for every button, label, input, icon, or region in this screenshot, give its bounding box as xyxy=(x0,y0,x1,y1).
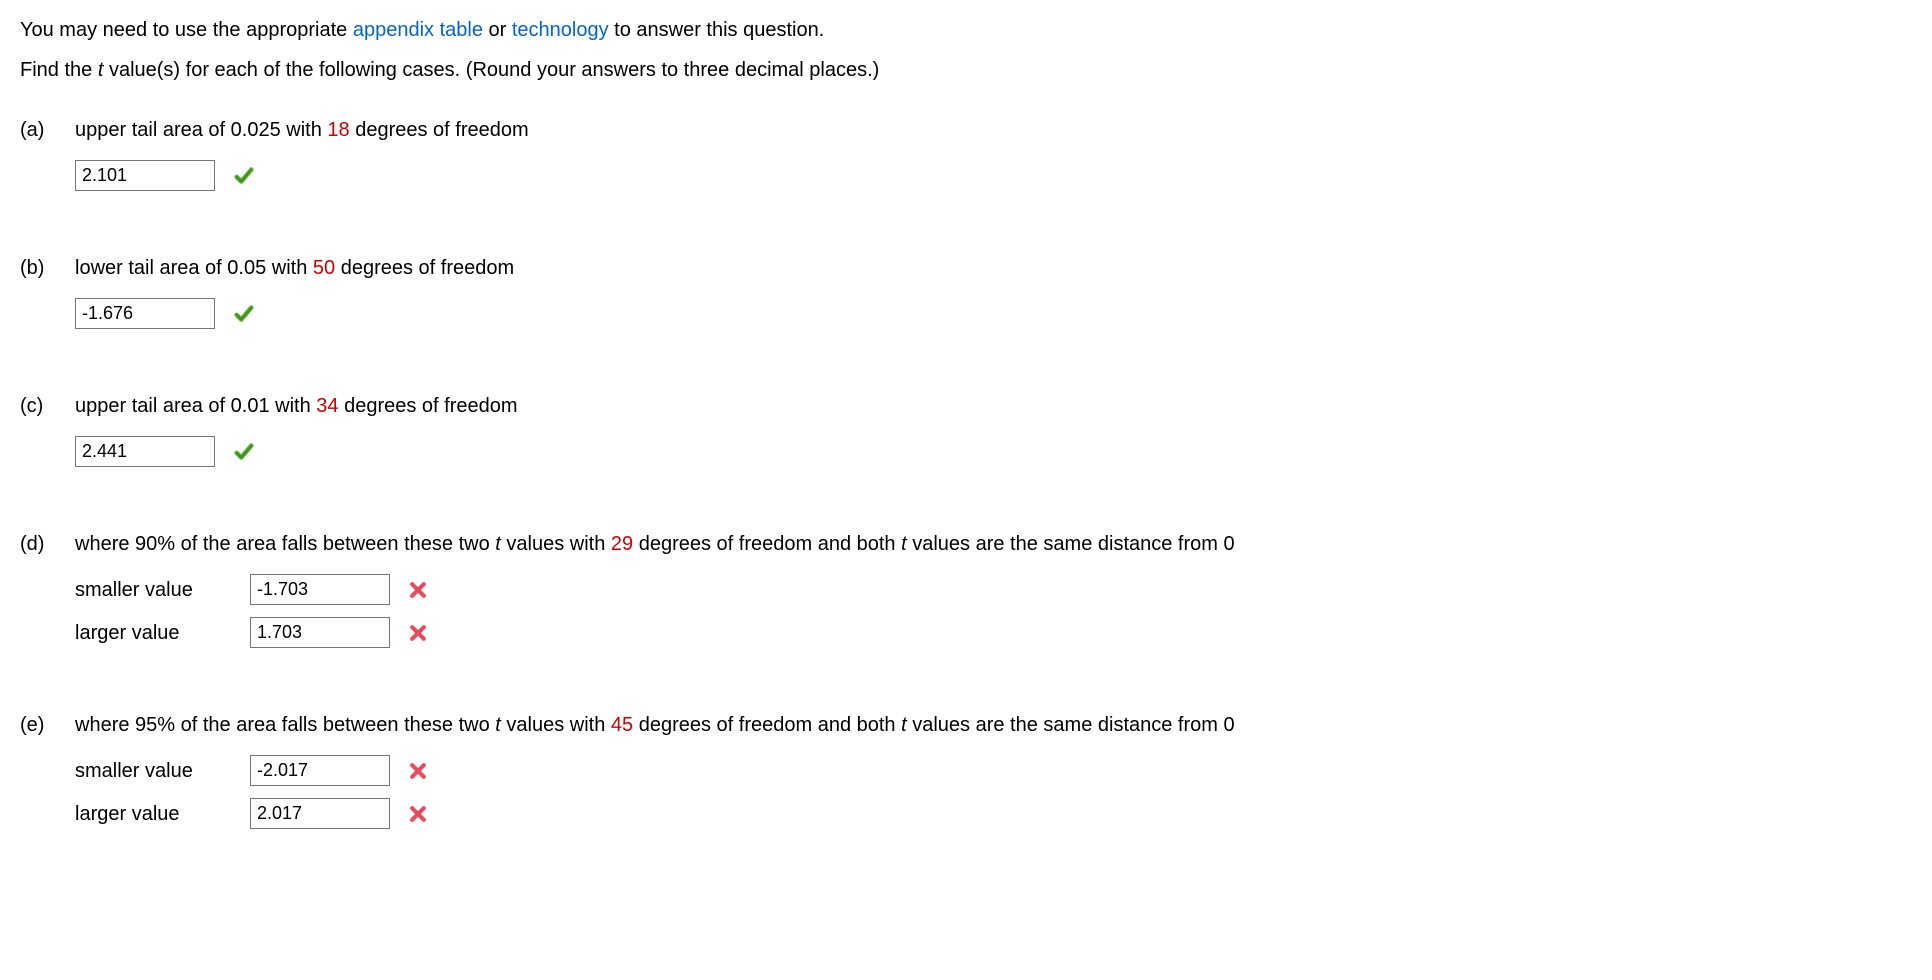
main-question: Find the t value(s) for each of the foll… xyxy=(20,55,1912,85)
appendix-table-link[interactable]: appendix table xyxy=(353,19,483,41)
part-b-input[interactable] xyxy=(75,298,215,329)
pa-q1: upper tail area of 0.025 with xyxy=(75,119,327,141)
part-c-question: upper tail area of 0.01 with 34 degrees … xyxy=(75,391,1912,421)
pd-q1: where 90% of the area falls between thes… xyxy=(75,533,495,555)
pb-num: 50 xyxy=(313,257,335,279)
pb-q1: lower tail area of 0.05 with xyxy=(75,257,313,279)
part-c: (c) upper tail area of 0.01 with 34 degr… xyxy=(20,391,1912,479)
part-d-larger-input[interactable] xyxy=(250,617,390,648)
x-icon xyxy=(408,579,430,601)
mq-t2: value(s) for each of the following cases… xyxy=(103,59,879,81)
smaller-value-label: smaller value xyxy=(75,575,250,605)
part-b-label: (b) xyxy=(20,253,75,283)
intro-t2: or xyxy=(483,19,512,41)
part-b-question: lower tail area of 0.05 with 50 degrees … xyxy=(75,253,1912,283)
x-icon xyxy=(408,760,430,782)
intro-t1: You may need to use the appropriate xyxy=(20,19,353,41)
check-icon xyxy=(233,165,255,187)
check-icon xyxy=(233,441,255,463)
pe-q3: degrees of freedom and both xyxy=(633,714,901,736)
part-c-label: (c) xyxy=(20,391,75,421)
part-b: (b) lower tail area of 0.05 with 50 degr… xyxy=(20,253,1912,341)
x-icon xyxy=(408,622,430,644)
part-a-label: (a) xyxy=(20,115,75,145)
smaller-value-label: smaller value xyxy=(75,756,250,786)
x-icon xyxy=(408,803,430,825)
pe-q1: where 95% of the area falls between thes… xyxy=(75,714,495,736)
part-c-input[interactable] xyxy=(75,436,215,467)
part-a-input[interactable] xyxy=(75,160,215,191)
pd-q4: values are the same distance from 0 xyxy=(907,533,1235,555)
pb-q2: degrees of freedom xyxy=(335,257,514,279)
part-a: (a) upper tail area of 0.025 with 18 deg… xyxy=(20,115,1912,203)
pd-num: 29 xyxy=(611,533,633,555)
part-d: (d) where 90% of the area falls between … xyxy=(20,529,1912,660)
mq-t1: Find the xyxy=(20,59,98,81)
part-d-label: (d) xyxy=(20,529,75,559)
part-d-question: where 90% of the area falls between thes… xyxy=(75,529,1912,559)
larger-value-label: larger value xyxy=(75,618,250,648)
pa-num: 18 xyxy=(327,119,349,141)
check-icon xyxy=(233,303,255,325)
larger-value-label: larger value xyxy=(75,799,250,829)
pe-q2: values with xyxy=(501,714,611,736)
part-e-smaller-input[interactable] xyxy=(250,755,390,786)
pc-num: 34 xyxy=(316,395,338,417)
pd-q3: degrees of freedom and both xyxy=(633,533,901,555)
part-e: (e) where 95% of the area falls between … xyxy=(20,710,1912,841)
part-e-question: where 95% of the area falls between thes… xyxy=(75,710,1912,740)
part-a-question: upper tail area of 0.025 with 18 degrees… xyxy=(75,115,1912,145)
pe-q4: values are the same distance from 0 xyxy=(907,714,1235,736)
pd-q2: values with xyxy=(501,533,611,555)
technology-link[interactable]: technology xyxy=(512,19,609,41)
part-e-larger-input[interactable] xyxy=(250,798,390,829)
part-e-label: (e) xyxy=(20,710,75,740)
pc-q1: upper tail area of 0.01 with xyxy=(75,395,316,417)
intro-t3: to answer this question. xyxy=(609,19,825,41)
part-d-smaller-input[interactable] xyxy=(250,574,390,605)
pa-q2: degrees of freedom xyxy=(350,119,529,141)
pe-num: 45 xyxy=(611,714,633,736)
intro-instruction: You may need to use the appropriate appe… xyxy=(20,15,1912,45)
pc-q2: degrees of freedom xyxy=(339,395,518,417)
